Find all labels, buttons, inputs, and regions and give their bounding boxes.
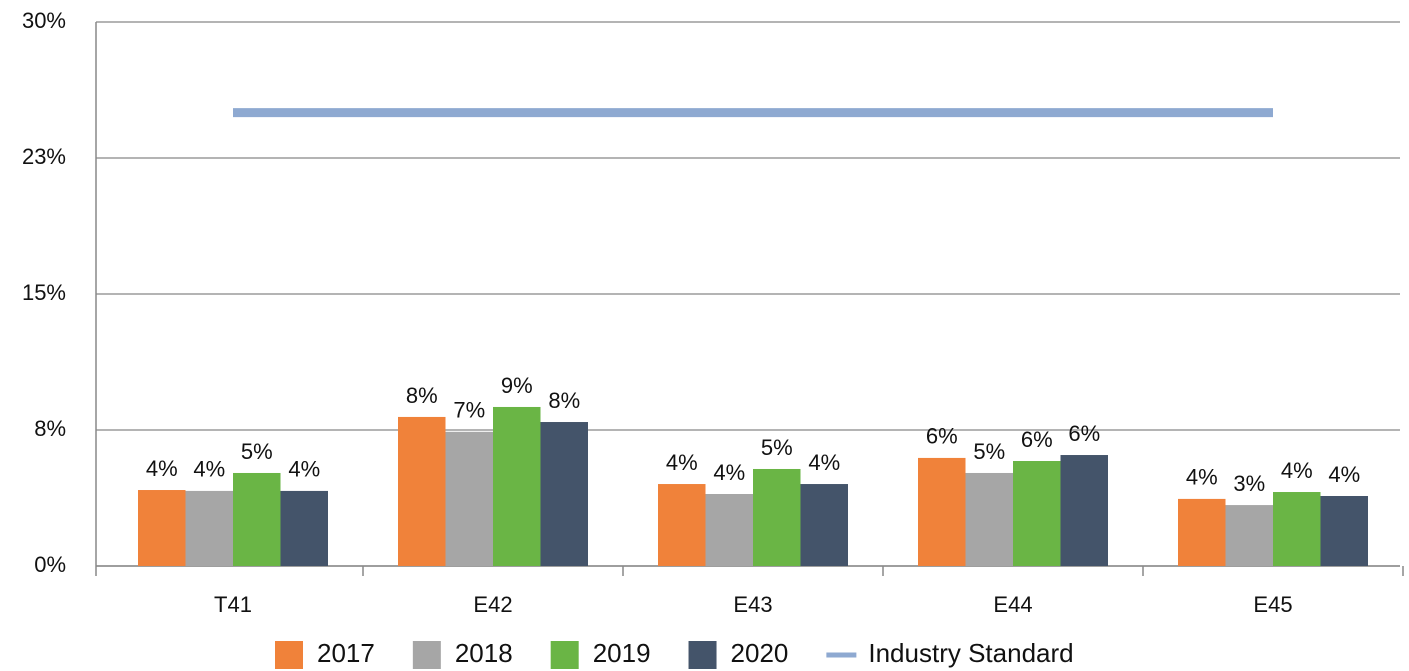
- data-label: 3%: [1233, 471, 1265, 496]
- bar: [445, 431, 493, 566]
- data-label: 9%: [501, 373, 533, 398]
- bar: [1060, 455, 1108, 566]
- bar: [1178, 498, 1226, 566]
- x-tick-label: E44: [993, 592, 1032, 617]
- legend-swatch: [275, 641, 303, 669]
- bar: [280, 490, 328, 566]
- data-label: 4%: [713, 460, 745, 485]
- bar: [965, 472, 1013, 566]
- data-label: 4%: [193, 457, 225, 482]
- legend-label: 2017: [317, 638, 375, 668]
- data-label: 7%: [453, 398, 485, 423]
- bar: [540, 422, 588, 566]
- y-tick-label: 23%: [22, 144, 66, 169]
- legend-label: 2018: [455, 638, 513, 668]
- bar: [753, 468, 801, 566]
- y-tick-label: 0%: [34, 552, 66, 577]
- data-label: 6%: [1068, 421, 1100, 446]
- bar: [1273, 492, 1321, 566]
- x-tick-label: T41: [214, 592, 252, 617]
- x-tick-label: E42: [473, 592, 512, 617]
- data-label: 4%: [288, 457, 320, 482]
- bar: [658, 484, 706, 566]
- x-tick-label: E43: [733, 592, 772, 617]
- legend-swatch: [688, 641, 717, 669]
- y-tick-label: 8%: [34, 416, 66, 441]
- bar: [1225, 505, 1273, 566]
- legend-swatch: [550, 641, 579, 669]
- bar: [138, 490, 186, 566]
- data-label: 8%: [406, 383, 438, 408]
- data-label: 4%: [1281, 458, 1313, 483]
- bar: [398, 416, 446, 566]
- data-label: 5%: [973, 439, 1005, 464]
- bar: [493, 406, 541, 566]
- data-label: 5%: [241, 439, 273, 464]
- bar: [705, 494, 753, 566]
- bar: [1320, 496, 1368, 566]
- x-tick-label: E45: [1253, 592, 1292, 617]
- bar: [918, 457, 966, 566]
- data-label: 4%: [146, 456, 178, 481]
- data-label: 6%: [926, 424, 958, 449]
- data-label: 4%: [1328, 462, 1360, 487]
- data-label: 8%: [548, 388, 580, 413]
- data-label: 5%: [761, 435, 793, 460]
- y-tick-label: 30%: [22, 8, 66, 33]
- data-label: 4%: [666, 450, 698, 475]
- data-label: 4%: [1186, 465, 1218, 490]
- legend-label: 2019: [593, 638, 651, 668]
- bar: [185, 490, 233, 566]
- data-label: 4%: [808, 450, 840, 475]
- data-label: 6%: [1021, 427, 1053, 452]
- y-tick-label: 15%: [22, 280, 66, 305]
- bar: [1013, 461, 1061, 566]
- legend-label: 2020: [731, 638, 789, 668]
- legend-swatch: [412, 641, 441, 669]
- bar: [800, 484, 848, 566]
- bar: [233, 472, 281, 566]
- legend-label: Industry Standard: [868, 638, 1073, 668]
